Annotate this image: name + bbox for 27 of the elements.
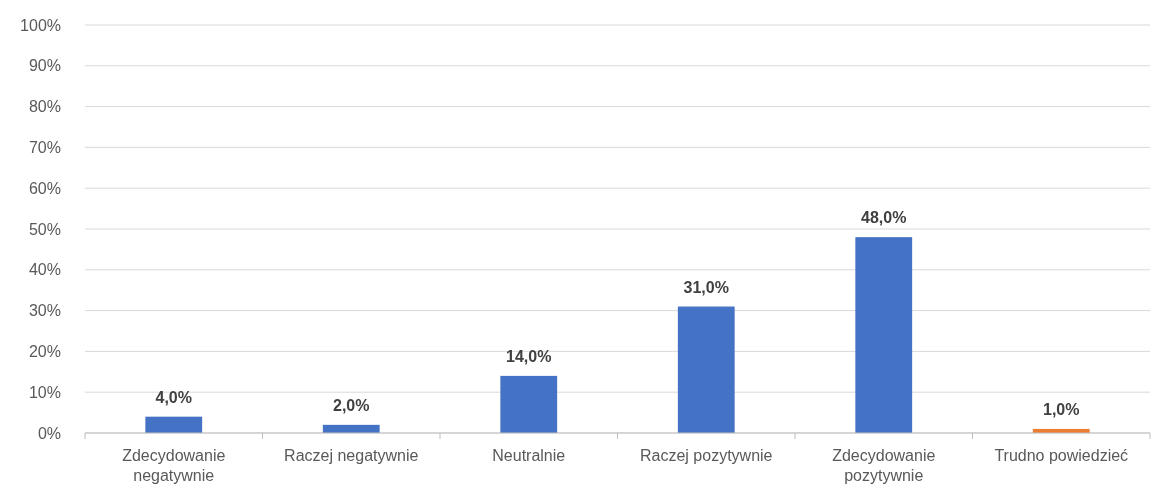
bar — [677, 306, 735, 433]
x-tick-label: Raczej negatywnie — [284, 447, 419, 464]
data-label: 31,0% — [683, 278, 729, 296]
x-tick-label: Raczej pozytywnie — [640, 447, 773, 464]
data-label: 48,0% — [861, 209, 907, 227]
y-tick-label: 80% — [28, 98, 61, 116]
x-tick-label: Trudno powiedzieć — [994, 447, 1129, 464]
data-label: 2,0% — [333, 396, 370, 414]
data-label: 14,0% — [506, 347, 552, 365]
y-tick-label: 0% — [37, 424, 61, 442]
data-label: 4,0% — [155, 388, 192, 406]
y-tick-label: 70% — [28, 139, 61, 156]
y-tick-label: 90% — [28, 57, 61, 75]
x-tick-label: Neutralnie — [492, 447, 566, 464]
y-tick-label: 10% — [28, 383, 61, 401]
y-tick-label: 20% — [28, 343, 61, 360]
y-tick-label: 30% — [28, 302, 61, 320]
x-tick-label: Zdecydowanie negatywnie — [122, 447, 226, 484]
y-tick-label: 50% — [28, 220, 61, 238]
data-label: 1,0% — [1043, 400, 1080, 418]
bar — [500, 375, 558, 433]
bar — [855, 237, 913, 433]
y-tick-label: 100% — [20, 16, 61, 34]
x-tick-label: Zdecydowanie pozytywnie — [832, 447, 936, 484]
y-tick-label: 40% — [28, 261, 61, 279]
bar — [145, 416, 203, 433]
y-tick-label: 60% — [28, 179, 61, 197]
